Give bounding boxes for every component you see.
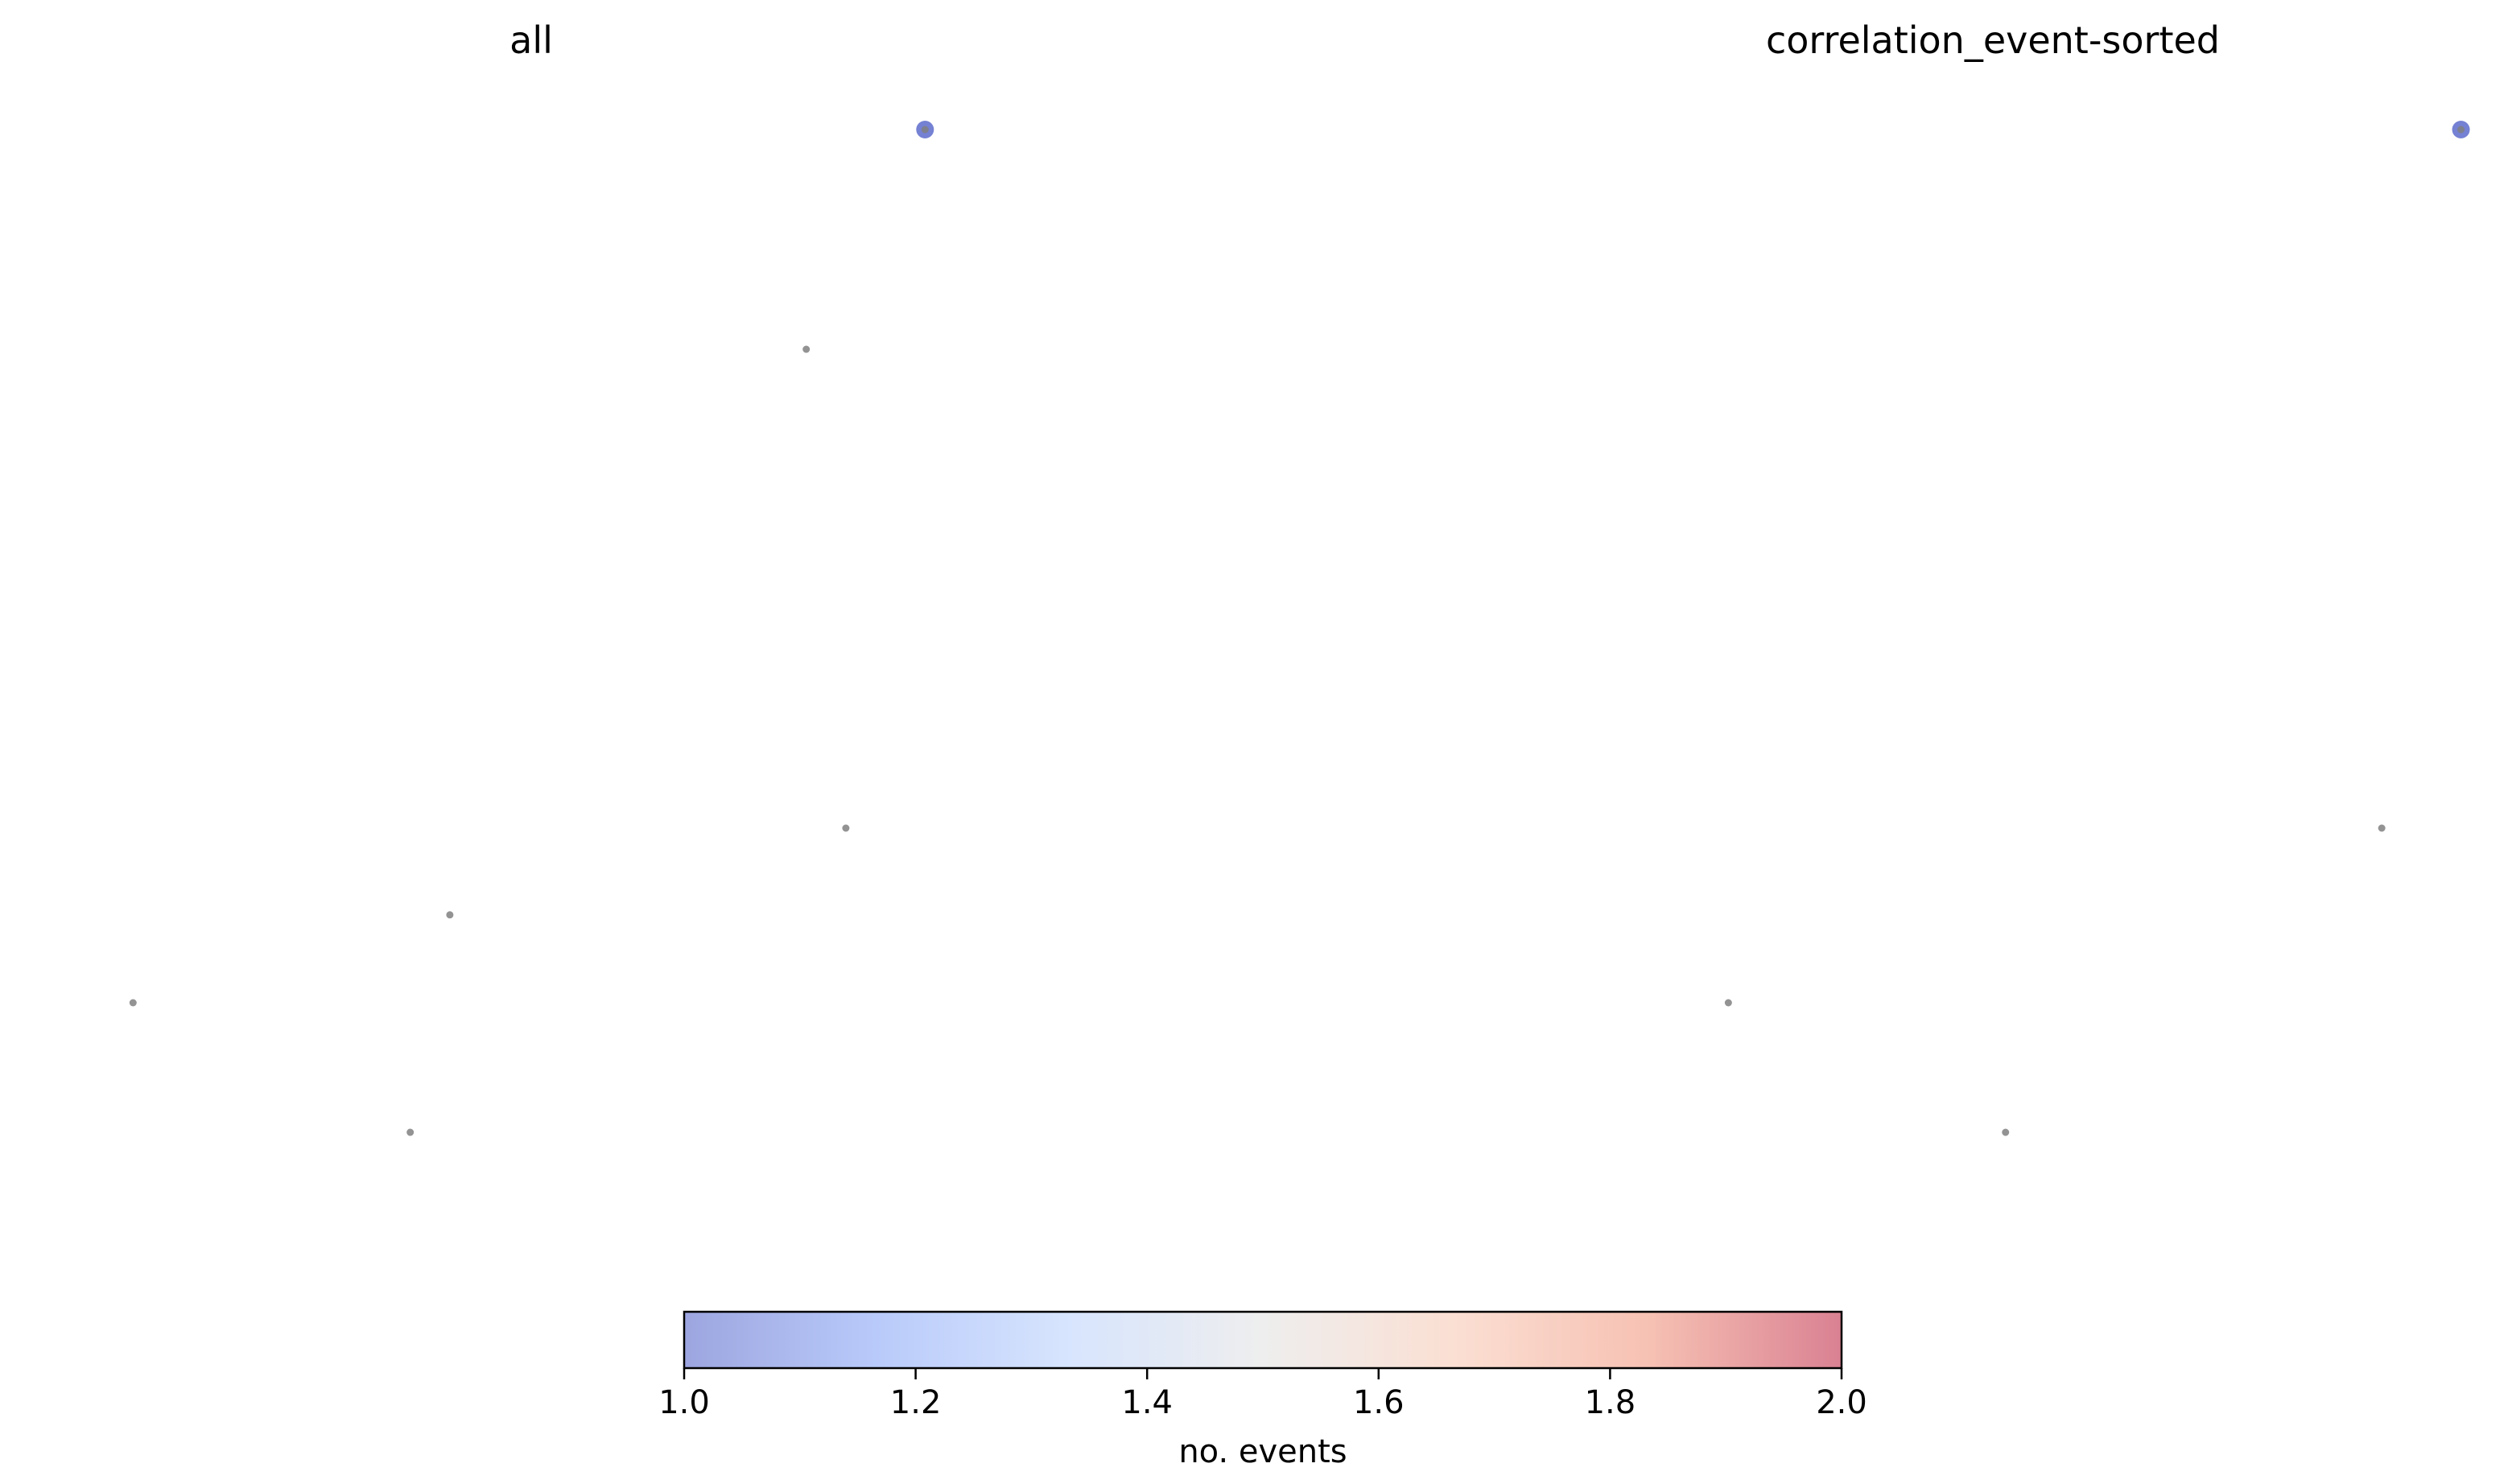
scatter-point	[446, 911, 454, 919]
colorbar-tick-label: 1.0	[658, 1384, 710, 1421]
colorbar-ticks: 1.0 1.2 1.4 1.6 1.8 2.0	[658, 1368, 1867, 1421]
panel-correlation-event-sorted: correlation_event-sorted	[1724, 19, 2470, 1136]
colorbar-tick-label: 1.6	[1353, 1384, 1405, 1421]
colorbar-label: no. events	[1178, 1433, 1347, 1470]
panel-title-correlation-event-sorted: correlation_event-sorted	[1766, 19, 2220, 62]
colorbar: 1.0 1.2 1.4 1.6 1.8 2.0 no. events	[658, 1310, 1867, 1470]
scatter-point	[921, 126, 929, 134]
colorbar-gradient	[684, 1312, 1842, 1368]
colorbar-tick-label: 1.4	[1121, 1384, 1173, 1421]
points-layer-correlation-event-sorted	[1724, 121, 2470, 1136]
scatter-point	[406, 1128, 415, 1136]
scatter-point	[842, 824, 850, 832]
colorbar-frame	[683, 1310, 1843, 1370]
colorbar-tick-label: 1.8	[1585, 1384, 1636, 1421]
panel-title-all: all	[509, 19, 553, 62]
colorbar-tick-label: 1.2	[890, 1384, 942, 1421]
scatter-point	[1724, 999, 1732, 1007]
panel-all: all	[129, 19, 934, 1136]
scatter-point	[2002, 1128, 2010, 1136]
scatter-point	[2457, 126, 2465, 134]
scatter-point	[802, 345, 811, 353]
colorbar-tick-label: 2.0	[1816, 1384, 1867, 1421]
scatter-point	[2378, 824, 2386, 832]
points-layer-all	[129, 121, 934, 1136]
scatter-point	[129, 999, 137, 1007]
